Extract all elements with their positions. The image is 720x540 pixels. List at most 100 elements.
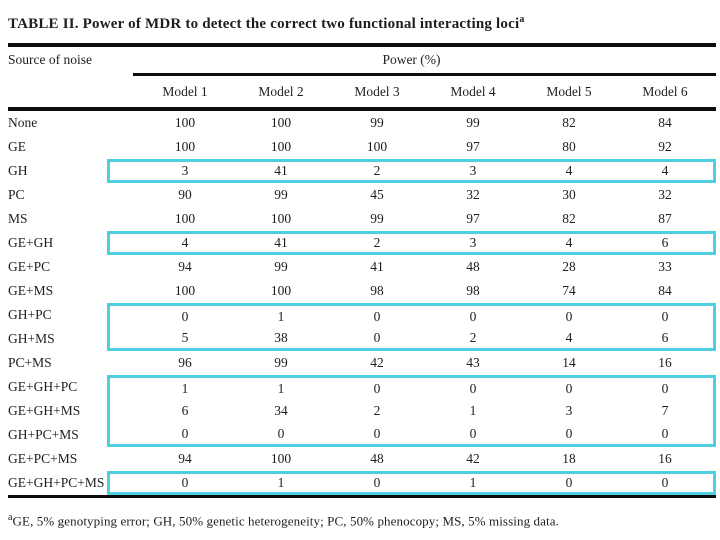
table-cell: 87 [658, 211, 672, 226]
row-label: GE+GH+PC+MS [8, 475, 105, 490]
table-cell: 2 [373, 235, 381, 250]
table-cell: 96 [178, 355, 192, 370]
table-cell: 42 [370, 355, 384, 370]
table-cell: 97 [466, 211, 480, 226]
row-values-highlight-box: 0 1 0 1 0 0 [107, 471, 716, 495]
row-label: MS [8, 211, 28, 226]
table-row: PC+MS 96 99 42 43 14 16 [8, 351, 716, 375]
table-cell: 5 [181, 329, 189, 345]
table-cell: 98 [466, 283, 480, 298]
table-footnote: aGE, 5% genotyping error; GH, 50% geneti… [8, 512, 716, 529]
table-cell: 1 [277, 475, 285, 490]
table-cell: 94 [178, 259, 192, 274]
table-cell: 100 [270, 115, 292, 130]
table-cell: 3 [469, 163, 477, 178]
table-cell: 0 [373, 329, 381, 345]
table-cell: 99 [274, 259, 288, 274]
row-label: GE+GH [8, 235, 54, 250]
row-label: GH [8, 163, 28, 178]
top-rule [8, 43, 716, 47]
table-cell: 3 [565, 403, 573, 418]
table-cell: 0 [469, 308, 477, 324]
table-cell: 0 [181, 475, 189, 490]
table-cell: 16 [658, 451, 672, 466]
row-values: 100 100 98 98 74 84 [107, 279, 716, 303]
table-cell: 6 [661, 329, 669, 345]
table-row: GH+PC 0 1 0 0 0 0 [8, 303, 716, 327]
model-3-header: Model 3 [354, 83, 400, 99]
bottom-rule [8, 495, 716, 498]
table-cell: 0 [277, 425, 285, 441]
model-4-header: Model 4 [450, 83, 496, 99]
row-label: GE+PC [8, 259, 51, 274]
table-cell: 38 [274, 329, 288, 345]
table-cell: 4 [565, 329, 573, 345]
row-label: PC [8, 187, 25, 202]
table-title-text: TABLE II. Power of MDR to detect the cor… [8, 16, 520, 32]
table-cell: 1 [277, 380, 285, 396]
table-row: MS 100 100 99 97 82 87 [8, 207, 716, 231]
table-title-superscript: a [519, 14, 525, 25]
row-values: 94 100 48 42 18 16 [107, 447, 716, 471]
table-row: GE+PC+MS 94 100 48 42 18 16 [8, 447, 716, 471]
table-cell: 0 [181, 425, 189, 441]
table-cell: 48 [466, 259, 480, 274]
paper-table-page: TABLE II. Power of MDR to detect the cor… [8, 14, 716, 529]
table-cell: 100 [270, 211, 292, 226]
table-cell: 32 [658, 187, 672, 202]
table-cell: 16 [658, 355, 672, 370]
power-percent-header: Power (%) [382, 52, 441, 67]
table-cell: 0 [661, 380, 669, 396]
table-cell: 34 [274, 403, 288, 418]
table-cell: 0 [565, 425, 573, 441]
model-header-row: Model 1 Model 2 Model 3 Model 4 Model 5 … [8, 76, 716, 107]
table-cell: 0 [661, 425, 669, 441]
table-cell: 30 [562, 187, 576, 202]
table-cell: 94 [178, 451, 192, 466]
table-cell: 41 [370, 259, 384, 274]
table-cell: 100 [174, 211, 196, 226]
row-label: GH+MS [8, 331, 55, 346]
table-cell: 0 [373, 425, 381, 441]
table-cell: 28 [562, 259, 576, 274]
table-cell: 7 [661, 403, 669, 418]
table-cell: 100 [270, 139, 292, 154]
model-6-header: Model 6 [642, 83, 688, 99]
row-label: GE+MS [8, 283, 54, 298]
table-cell: 45 [370, 187, 384, 202]
table-cell: 98 [370, 283, 384, 298]
table-cell: 18 [562, 451, 576, 466]
table-row: GH+MS 5 38 0 2 4 6 [8, 327, 716, 351]
table-cell: 84 [658, 283, 672, 298]
table-cell: 0 [661, 308, 669, 324]
row-values: 100 100 99 99 82 84 [107, 111, 716, 135]
table-cell: 43 [466, 355, 480, 370]
row-values-highlight-box: 5 38 0 2 4 6 [107, 327, 716, 351]
footnote-superscript: a [8, 512, 13, 523]
table-cell: 1 [469, 475, 477, 490]
table-cell: 100 [270, 283, 292, 298]
table-cell: 99 [274, 355, 288, 370]
table-cell: 14 [562, 355, 576, 370]
table-cell: 100 [366, 139, 388, 154]
table-cell: 97 [466, 139, 480, 154]
table-row: GE+GH+PC+MS 0 1 0 1 0 0 [8, 471, 716, 495]
table-cell: 6 [181, 403, 189, 418]
table-row: None 100 100 99 99 82 84 [8, 111, 716, 135]
row-values: 100 100 100 97 80 92 [107, 135, 716, 159]
table-row: PC 90 99 45 32 30 32 [8, 183, 716, 207]
table-cell: 1 [277, 308, 285, 324]
table-cell: 0 [565, 475, 573, 490]
table-cell: 100 [270, 451, 292, 466]
model-1-header: Model 1 [162, 83, 208, 99]
table-row: GE+PC 94 99 41 48 28 33 [8, 255, 716, 279]
table-cell: 48 [370, 451, 384, 466]
table-row: GE+GH+MS 6 34 2 1 3 7 [8, 399, 716, 423]
table-cell: 4 [565, 235, 573, 250]
table-cell: 100 [174, 283, 196, 298]
row-values-highlight-box: 0 0 0 0 0 0 [107, 423, 716, 447]
table-cell: 99 [370, 115, 384, 130]
table-cell: 92 [658, 139, 672, 154]
table-cell: 0 [181, 308, 189, 324]
table-cell: 3 [181, 163, 189, 178]
